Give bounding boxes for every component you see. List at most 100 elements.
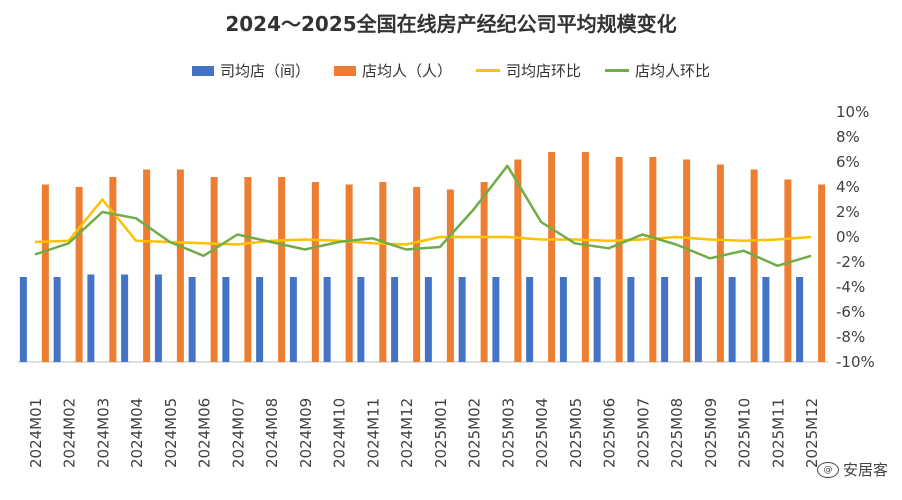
bar-staff-per-shop	[818, 184, 826, 362]
bar-staff-per-shop	[278, 177, 286, 362]
x-tick-label: 2025M11	[769, 398, 787, 468]
y-tick-label: -2%	[836, 253, 865, 271]
bar-shop-per-company	[154, 274, 162, 362]
line-shop-mom	[34, 198, 812, 246]
legend-label-shop-per-company: 司均店（间）	[219, 62, 310, 80]
bar-staff-per-shop	[109, 177, 117, 362]
x-tick-label: 2025M07	[634, 398, 652, 468]
y-tick-label: -6%	[836, 303, 865, 321]
bar-staff-per-shop	[379, 182, 387, 362]
x-tick-label: 2024M10	[331, 398, 349, 468]
bar-staff-per-shop	[716, 164, 724, 362]
x-tick-label: 2025M01	[432, 398, 450, 468]
x-tick-label: 2025M08	[668, 398, 686, 468]
legend-item-staff-per-shop: 店均人（人）	[333, 60, 452, 81]
bar-shop-per-company	[458, 277, 466, 362]
legend-swatch-staff-mom	[605, 69, 630, 72]
bar-shop-per-company	[492, 277, 500, 362]
bar-shop-per-company	[593, 277, 601, 362]
bars	[19, 152, 826, 362]
x-tick-label: 2025M02	[466, 398, 484, 468]
bar-staff-per-shop	[581, 152, 589, 362]
legend-swatch-staff-per-shop	[333, 65, 356, 76]
x-tick-label: 2024M07	[229, 398, 247, 468]
bar-staff-per-shop	[480, 182, 488, 362]
bar-staff-per-shop	[244, 177, 252, 362]
bar-staff-per-shop	[41, 184, 49, 362]
bar-staff-per-shop	[311, 182, 319, 362]
bar-staff-per-shop	[413, 187, 421, 362]
bar-staff-per-shop	[75, 187, 83, 362]
x-tick-label: 2024M09	[297, 398, 315, 468]
legend: 司均店（间） 店均人（人） 司均店环比 店均人环比	[0, 60, 902, 81]
bar-staff-per-shop	[683, 159, 691, 362]
x-tick-label: 2024M03	[94, 398, 112, 468]
bar-shop-per-company	[627, 277, 635, 362]
watermark-text: 安居客	[842, 461, 888, 479]
bar-shop-per-company	[661, 277, 669, 362]
bar-shop-per-company	[53, 277, 61, 362]
bar-staff-per-shop	[548, 152, 556, 362]
legend-swatch-shop-per-company	[191, 65, 214, 76]
bar-shop-per-company	[222, 277, 230, 362]
y-tick-label: -4%	[836, 278, 865, 296]
legend-swatch-shop-mom	[476, 69, 500, 72]
x-tick-label: 2024M08	[263, 398, 281, 468]
bar-shop-per-company	[424, 277, 432, 362]
bar-shop-per-company	[762, 277, 770, 362]
x-tick-label: 2025M09	[702, 398, 720, 468]
x-tick-label: 2024M05	[162, 398, 180, 468]
x-tick-label: 2025M06	[601, 398, 619, 468]
bar-shop-per-company	[188, 277, 196, 362]
x-tick-label: 2024M06	[196, 398, 214, 468]
x-tick-label: 2024M12	[398, 398, 416, 468]
x-tick-label: 2025M04	[533, 398, 551, 468]
y-tick-label: -10%	[836, 353, 875, 371]
bar-staff-per-shop	[784, 179, 792, 362]
x-tick-label: 2025M10	[736, 398, 754, 468]
tick-labels: 10% 8% 6% 4% 2% 0% -2% -4% -6% -8% -10% 2024M01 2024…	[27, 103, 875, 468]
bar-shop-per-company	[256, 277, 264, 362]
bar-staff-per-shop	[750, 169, 758, 362]
watermark: @ 安居客	[816, 459, 888, 480]
bar-staff-per-shop	[649, 157, 657, 362]
lines	[34, 164, 812, 268]
y-tick-label: 2%	[836, 203, 860, 221]
legend-label-staff-mom: 店均人环比	[635, 62, 711, 80]
legend-label-staff-per-shop: 店均人（人）	[361, 62, 452, 80]
bar-shop-per-company	[19, 277, 27, 362]
x-tick-label: 2025M12	[803, 398, 821, 468]
bar-shop-per-company	[289, 277, 297, 362]
legend-item-shop-mom: 司均店环比	[476, 60, 581, 81]
x-tick-label: 2024M04	[128, 398, 146, 468]
bar-shop-per-company	[559, 277, 567, 362]
bar-shop-per-company	[323, 277, 331, 362]
y-tick-label: 6%	[836, 153, 860, 171]
bar-staff-per-shop	[615, 157, 623, 362]
y-tick-label: -8%	[836, 328, 865, 346]
y-tick-label: 10%	[836, 103, 869, 121]
legend-item-shop-per-company: 司均店（间）	[191, 60, 310, 81]
bar-staff-per-shop	[210, 177, 218, 362]
x-tick-label: 2025M03	[499, 398, 517, 468]
bar-shop-per-company	[121, 274, 129, 362]
x-tick-label: 2024M11	[364, 398, 382, 468]
y-tick-label: 8%	[836, 128, 860, 146]
x-tick-label: 2024M02	[61, 398, 79, 468]
bar-shop-per-company	[526, 277, 534, 362]
line-staff-mom	[34, 164, 812, 268]
x-tick-label: 2024M01	[27, 398, 45, 468]
bar-staff-per-shop	[446, 189, 454, 362]
legend-item-staff-mom: 店均人环比	[605, 60, 710, 81]
x-tick-label: 2025M05	[567, 398, 585, 468]
bar-shop-per-company	[391, 277, 399, 362]
bar-staff-per-shop	[143, 169, 151, 362]
bar-staff-per-shop	[176, 169, 184, 362]
bar-shop-per-company	[357, 277, 365, 362]
bar-shop-per-company	[728, 277, 736, 362]
bar-staff-per-shop	[514, 159, 522, 362]
y-tick-label: 4%	[836, 178, 860, 196]
bar-shop-per-company	[694, 277, 702, 362]
legend-label-shop-mom: 司均店环比	[506, 62, 582, 80]
